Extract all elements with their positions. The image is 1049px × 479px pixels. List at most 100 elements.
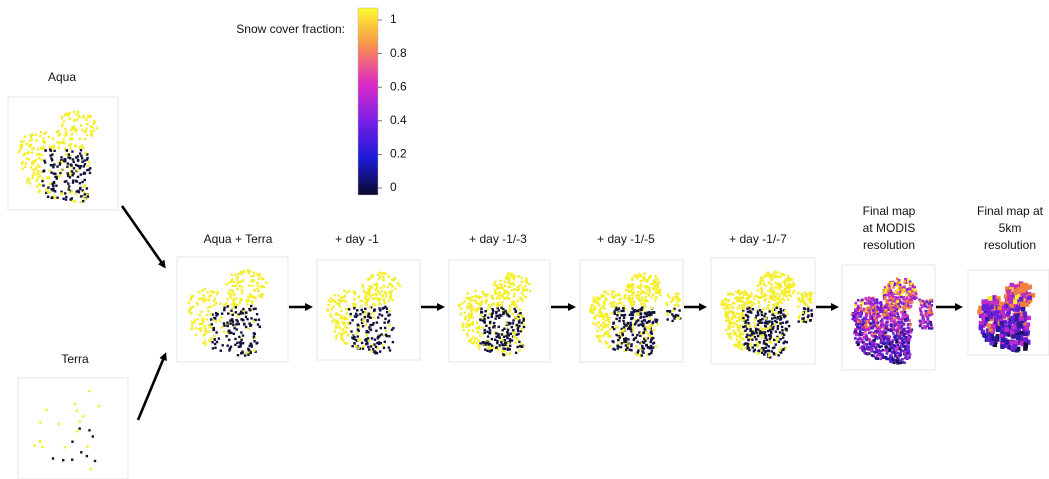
map-pixel <box>458 305 460 307</box>
map-pixel <box>776 337 778 339</box>
map-pixel <box>764 293 766 295</box>
map-pixel <box>505 322 507 324</box>
map-pixel <box>783 342 785 344</box>
map-pixel <box>653 311 655 313</box>
map-pixel <box>760 277 762 279</box>
map-pixel <box>228 282 230 284</box>
map-pixel <box>886 352 889 355</box>
map-pixel <box>504 344 506 346</box>
map-pixel <box>755 330 757 332</box>
map-pixel <box>640 316 642 318</box>
map-pixel <box>890 309 893 312</box>
map-pixel <box>29 182 31 184</box>
map-pixel <box>240 281 242 283</box>
map-pixel <box>225 335 227 337</box>
map-pixel <box>386 335 388 337</box>
map-pixel <box>391 329 393 331</box>
map-pixel <box>617 339 619 341</box>
map-pixel <box>785 292 787 294</box>
map-frame <box>18 378 128 479</box>
map-pixel <box>482 341 484 343</box>
map-pixel <box>914 286 917 289</box>
map-pixel <box>772 327 774 329</box>
map-pixel <box>484 310 486 312</box>
map-pixel <box>778 341 780 343</box>
map-pixel <box>383 347 385 349</box>
map-pixel <box>602 322 604 324</box>
map-pixel <box>872 309 875 312</box>
map-pixel <box>236 342 238 344</box>
map-pixel <box>379 350 381 352</box>
map-pixel <box>374 350 376 352</box>
map-pixel <box>752 346 754 348</box>
map-pixel <box>900 331 903 334</box>
map-pixel <box>384 272 386 274</box>
map-pixel <box>931 304 934 307</box>
map-pixel <box>867 311 870 314</box>
map-pixel <box>372 298 374 300</box>
map-pixel <box>365 334 367 336</box>
map-pixel <box>882 335 885 338</box>
map-pixel <box>731 306 733 308</box>
map-pixel <box>517 330 519 332</box>
map-pixel <box>382 294 384 296</box>
map-pixel <box>894 355 897 358</box>
map-pixel <box>892 293 895 296</box>
map-pixel <box>71 150 73 152</box>
map-pixel <box>636 297 638 299</box>
map-pixel <box>208 324 210 326</box>
map-pixel <box>478 326 480 328</box>
map-pixel <box>651 307 653 309</box>
map-pixel <box>760 349 762 351</box>
map-pixel <box>604 333 606 335</box>
map-pixel <box>241 351 243 353</box>
map-pixel <box>637 310 639 312</box>
map-pixel <box>198 328 200 330</box>
map-pixel <box>893 304 896 307</box>
map-pixel <box>736 335 738 337</box>
map-pixel <box>741 312 743 314</box>
map-pixel <box>329 313 331 315</box>
map-pixel <box>738 327 740 329</box>
map-pixel <box>628 299 630 301</box>
map-pixel <box>779 295 781 297</box>
map-pixel <box>388 320 390 322</box>
map-pixel <box>362 284 364 286</box>
map-pixel <box>644 300 646 302</box>
map-pixel <box>744 347 746 349</box>
map-pixel <box>630 318 632 320</box>
map-pixel <box>805 293 807 295</box>
map-pixel <box>879 357 882 360</box>
map-pixel <box>771 284 773 286</box>
map-pixel <box>374 339 376 341</box>
map-pixel <box>376 321 378 323</box>
map-pixel <box>486 331 488 333</box>
map-pixel <box>742 317 744 319</box>
map-pixel <box>604 307 606 309</box>
map-pixel <box>503 328 505 330</box>
map-pixel <box>1004 304 1009 309</box>
map-pixel <box>731 312 733 314</box>
map-pixel <box>477 332 479 334</box>
map-pixel <box>888 343 891 346</box>
map-pixel <box>480 296 482 298</box>
map-pixel <box>736 338 738 340</box>
map-pixel <box>798 315 800 317</box>
map-pixel <box>1020 316 1024 321</box>
map-pixel <box>767 271 769 273</box>
map-pixel <box>231 274 233 276</box>
map-pixel <box>36 185 38 187</box>
map-pixel <box>31 177 33 179</box>
map-pixel <box>866 353 869 356</box>
map-pixel <box>672 309 674 311</box>
map-pixel <box>1020 303 1024 308</box>
map-pixel <box>874 335 877 338</box>
map-pixel <box>380 327 382 329</box>
map-pixel <box>250 317 252 319</box>
map-pixel <box>860 304 863 307</box>
map-pixel <box>872 335 875 338</box>
map-pixel <box>89 167 91 169</box>
map-pixel <box>368 291 370 293</box>
map-pixel <box>768 281 770 283</box>
map-pixel <box>332 306 334 308</box>
